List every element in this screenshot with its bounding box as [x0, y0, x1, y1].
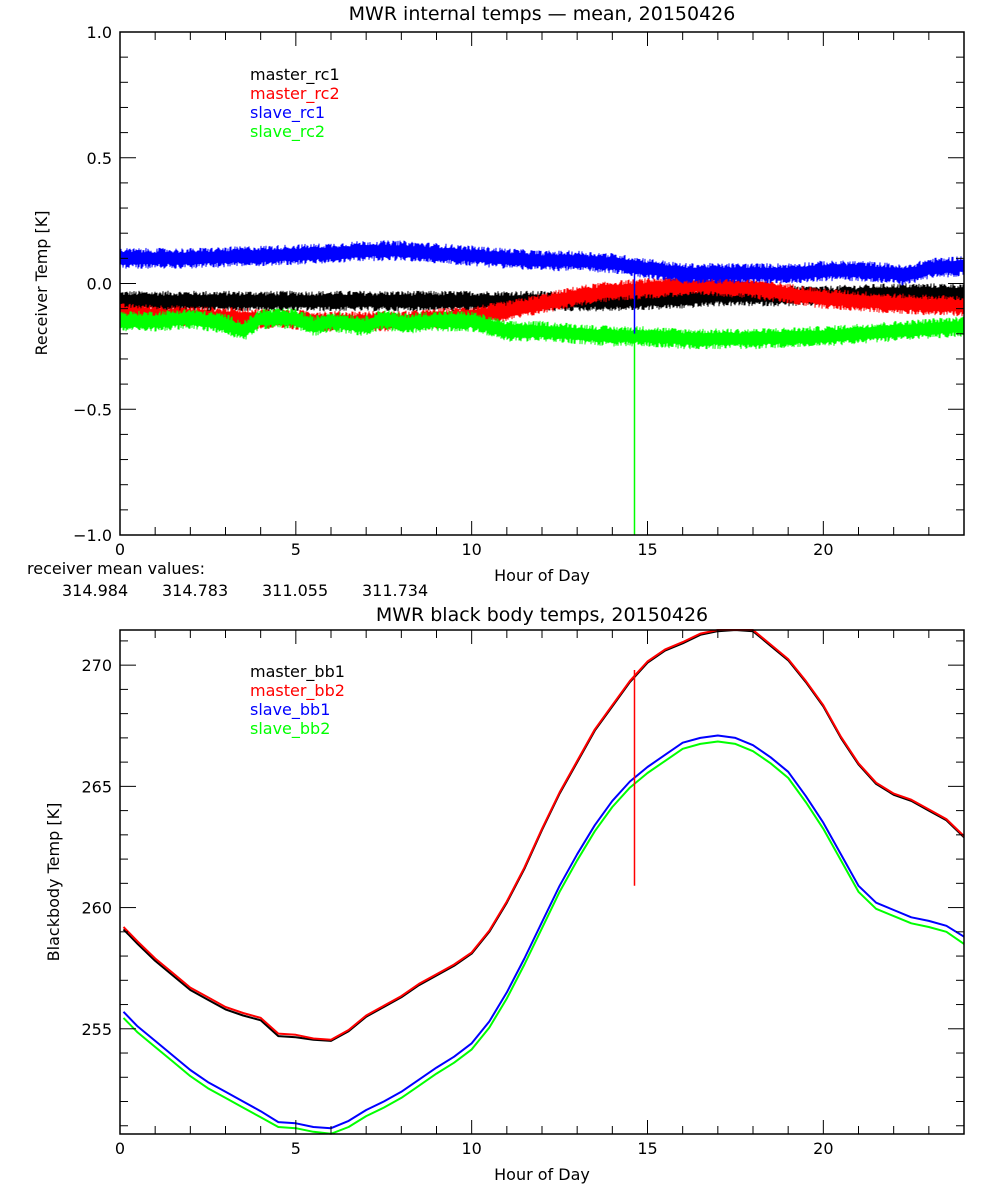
- x-tick-label: 10: [461, 1139, 481, 1158]
- y-axis-label: Blackbody Temp [K]: [44, 803, 63, 962]
- legend-item-slave_bb2: slave_bb2: [250, 719, 330, 739]
- x-tick-label: 10: [461, 540, 481, 559]
- legend-item-slave_bb1: slave_bb1: [250, 700, 330, 720]
- x-tick-label: 20: [813, 1139, 833, 1158]
- x-tick-label: 0: [115, 1139, 125, 1158]
- plot-frame: [119, 629, 965, 1135]
- legend-item-slave_rc1: slave_rc1: [250, 103, 325, 123]
- x-tick-label: 15: [637, 1139, 657, 1158]
- receiver-mean-value: 311.055: [262, 581, 328, 600]
- chart-title: MWR black body temps, 20150426: [376, 604, 708, 626]
- chart-title: MWR internal temps — mean, 20150426: [349, 3, 736, 25]
- y-tick-label: −1.0: [73, 526, 112, 545]
- legend-item-master_bb1: master_bb1: [250, 662, 345, 682]
- receiver-mean-values: 314.984 314.783 311.055 311.734: [62, 581, 428, 600]
- series-line-slave_rc1: [120, 240, 964, 286]
- y-tick-label: 260: [81, 899, 112, 918]
- y-tick-label: 0.5: [87, 149, 112, 168]
- tick-labels: 0 5 10 15 20 −1.0 −0.5 0.0 0.5 1.0: [73, 23, 833, 559]
- series-group: [120, 240, 964, 535]
- y-tick-label: −0.5: [73, 400, 112, 419]
- series-group: [122, 629, 965, 1135]
- receiver-temps-chart: MWR internal temps — mean, 20150426 0 5 10…: [27, 3, 965, 600]
- receiver-mean-label: receiver mean values:: [27, 559, 205, 578]
- tick-labels: 0 5 10 15 20 255 260 265 270: [81, 656, 833, 1158]
- series-line-slave_rc2: [120, 308, 964, 350]
- axis-ticks: [120, 31, 964, 536]
- y-tick-label: 0.0: [87, 275, 112, 294]
- x-axis-label: Hour of Day: [494, 1165, 590, 1184]
- legend-item-master_rc2: master_rc2: [250, 84, 340, 104]
- y-tick-label: 1.0: [87, 23, 112, 42]
- series-line-slave_bb1: [122, 734, 965, 1130]
- receiver-mean-value: 311.734: [362, 581, 428, 600]
- x-axis-label: Hour of Day: [494, 566, 590, 585]
- series-line-slave_bb2: [122, 740, 965, 1135]
- plot-frame: [119, 31, 965, 536]
- y-tick-label: 255: [81, 1020, 112, 1039]
- receiver-mean-value: 314.783: [162, 581, 228, 600]
- x-tick-label: 5: [291, 1139, 301, 1158]
- x-tick-label: 20: [813, 540, 833, 559]
- receiver-mean-value: 314.984: [62, 581, 128, 600]
- legend-item-master_bb2: master_bb2: [250, 681, 345, 701]
- x-tick-label: 0: [115, 540, 125, 559]
- y-axis-label: Receiver Temp [K]: [32, 210, 51, 355]
- x-tick-label: 15: [637, 540, 657, 559]
- y-tick-label: 270: [81, 656, 112, 675]
- legend-item-master_rc1: master_rc1: [250, 65, 340, 85]
- blackbody-temps-chart: MWR black body temps, 20150426 0 5 10 15 20 2…: [44, 604, 965, 1184]
- series-line-master_bb2: [122, 629, 965, 1041]
- axis-ticks: [120, 630, 964, 1134]
- x-tick-label: 5: [291, 540, 301, 559]
- series-line-master_rc2: [120, 275, 964, 332]
- y-tick-label: 265: [81, 777, 112, 796]
- legend-item-slave_rc2: slave_rc2: [250, 122, 325, 142]
